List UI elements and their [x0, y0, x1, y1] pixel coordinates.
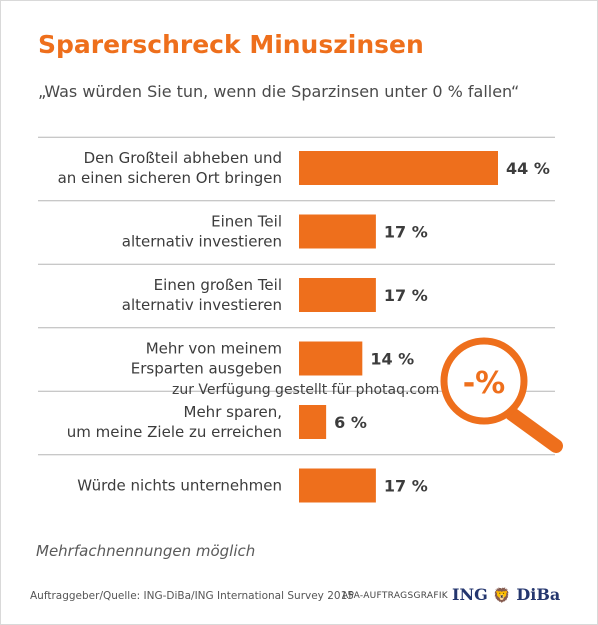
- category-label: Den Großteil abheben und an einen sichere…: [58, 149, 282, 187]
- bar: [299, 341, 363, 376]
- magnifier-label: -%: [463, 366, 506, 401]
- category-label: Einen Teil alternativ investieren: [122, 213, 282, 251]
- logo-ing-text: ING: [452, 585, 488, 604]
- credit-line: APA-AUFTRAGSGRAFIK: [342, 591, 449, 601]
- bar: [299, 405, 327, 439]
- chart-title: Sparerschreck Minuszinsen: [38, 30, 424, 59]
- value-label: 17 %: [384, 223, 428, 242]
- logo-diba-text: DiBa: [516, 585, 561, 604]
- bar: [299, 214, 376, 249]
- lion-icon: 🦁: [493, 588, 511, 604]
- category-label: Mehr sparen, um meine Ziele zu erreichen: [67, 403, 282, 441]
- source-line: Auftraggeber/Quelle: ING-DiBa/ING Intern…: [30, 590, 354, 602]
- bar: [299, 151, 498, 185]
- watermark-text: zur Verfügung gestellt für photaq.com: [172, 382, 440, 398]
- value-label: 14 %: [370, 350, 414, 369]
- magnifier-icon: -%: [440, 337, 563, 453]
- footnote: Mehrfachnennungen möglich: [36, 542, 256, 560]
- value-label: 17 %: [384, 477, 428, 496]
- category-label: Einen großen Teil alternativ investieren: [122, 276, 282, 314]
- bar: [299, 278, 376, 312]
- chart-subtitle: „Was würden Sie tun, wenn die Sparzinsen…: [38, 82, 520, 101]
- value-label: 6 %: [334, 413, 367, 432]
- value-label: 44 %: [506, 159, 550, 178]
- bar: [299, 468, 376, 503]
- category-label: Würde nichts unternehmen: [77, 477, 282, 495]
- value-label: 17 %: [384, 286, 428, 305]
- category-label: Mehr von meinem Ersparten ausgeben: [131, 340, 282, 378]
- ing-diba-logo: ING 🦁 DiBa: [452, 585, 560, 604]
